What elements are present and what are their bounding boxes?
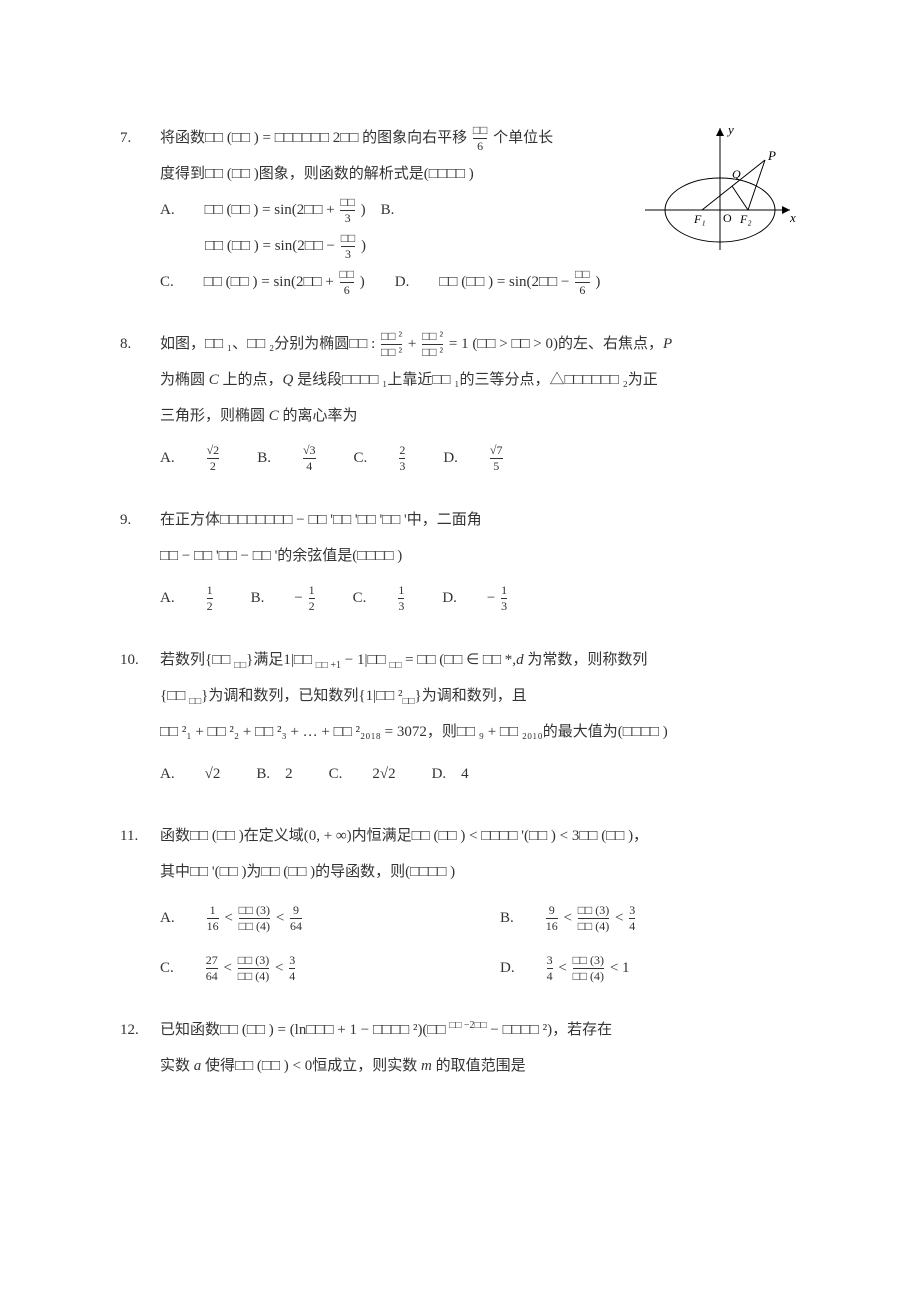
question-line: 函数□□ (□□ )在定义域(0, + ∞)内恒满足□□ (□□ ) < □□□… bbox=[160, 818, 840, 854]
question-line: 为椭圆 C 上的点，Q 是线段□□□□ ₁上靠近□□ ₁的三等分点，△□□□□□… bbox=[160, 362, 840, 398]
question-line: 实数 a 使得□□ (□□ ) < 0恒成立，则实数 m 的取值范围是 bbox=[160, 1048, 840, 1084]
option: C. 2√2 bbox=[329, 756, 396, 792]
ellipse-figure: y x O F₁ F₂ P Q bbox=[640, 120, 800, 260]
question-line: 如图，□□ ₁、□□ ₂分别为椭圆□□ : □□ ²□□ ² + □□ ²□□ … bbox=[160, 326, 840, 362]
question-line: □□ ²₁ + □□ ²₂ + □□ ²₃ + … + □□ ²₂₀₁₈ = 3… bbox=[160, 714, 840, 750]
option: D. √75 bbox=[443, 440, 504, 476]
svg-text:y: y bbox=[726, 122, 734, 137]
question-number: 10. bbox=[120, 642, 160, 678]
option: B. − 12 bbox=[251, 580, 317, 616]
option: B. 916 < □□ (3)□□ (4) < 34 bbox=[500, 900, 840, 936]
question-body: 如图，□□ ₁、□□ ₂分别为椭圆□□ : □□ ²□□ ² + □□ ²□□ … bbox=[160, 326, 840, 476]
option: D. 34 < □□ (3)□□ (4) < 1 bbox=[500, 950, 840, 986]
question-line: {□□ □□}为调和数列，已知数列{1|□□ ²□□}为调和数列，且 bbox=[160, 678, 840, 714]
option: A. √2 bbox=[160, 756, 220, 792]
question-body: 若数列{□□ □□}满足1|□□ □□ +1 − 1|□□ □□ = □□ (□… bbox=[160, 642, 840, 792]
svg-text:Q: Q bbox=[732, 167, 741, 181]
option: A. 116 < □□ (3)□□ (4) < 964 bbox=[160, 900, 500, 936]
option: B. √34 bbox=[257, 440, 317, 476]
option: A. √22 bbox=[160, 440, 221, 476]
question-line: 在正方体□□□□□□□□ − □□ '□□ '□□ '□□ '中，二面角 bbox=[160, 502, 840, 538]
question-number: 11. bbox=[120, 818, 160, 854]
question-line: □□ − □□ '□□ − □□ '的余弦值是(□□□□ ) bbox=[160, 538, 840, 574]
svg-text:P: P bbox=[767, 148, 776, 163]
question-number: 7. bbox=[120, 120, 160, 156]
question-number: 9. bbox=[120, 502, 160, 538]
question-body: 函数□□ (□□ )在定义域(0, + ∞)内恒满足□□ (□□ ) < □□□… bbox=[160, 818, 840, 986]
options-row: A. 12 B. − 12 C. 13 D. − 13 bbox=[160, 580, 840, 616]
svg-text:F₂: F₂ bbox=[739, 212, 752, 226]
question: 8.如图，□□ ₁、□□ ₂分别为椭圆□□ : □□ ²□□ ² + □□ ²□… bbox=[120, 326, 840, 476]
svg-text:F₁: F₁ bbox=[693, 212, 706, 226]
options-row: A. √22 B. √34 C. 23 D. √75 bbox=[160, 440, 840, 476]
question: 12.已知函数□□ (□□ ) = (ln□□□ + 1 − □□□□ ²)(□… bbox=[120, 1012, 840, 1084]
svg-text:x: x bbox=[789, 210, 796, 225]
question-number: 12. bbox=[120, 1012, 160, 1048]
option: D. − 13 bbox=[442, 580, 509, 616]
option: C. 2764 < □□ (3)□□ (4) < 34 bbox=[160, 950, 500, 986]
option: A. 12 bbox=[160, 580, 215, 616]
question-body: 在正方体□□□□□□□□ − □□ '□□ '□□ '□□ '中，二面角□□ −… bbox=[160, 502, 840, 616]
options-row: A. √2 B. 2 C. 2√2 D. 4 bbox=[160, 756, 840, 792]
figure: y x O F₁ F₂ P Q bbox=[640, 120, 800, 265]
options-grid: A. 116 < □□ (3)□□ (4) < 964B. 916 < □□ (… bbox=[160, 900, 840, 986]
option: C. 23 bbox=[354, 440, 408, 476]
option: C. 13 bbox=[353, 580, 407, 616]
question-line: 其中□□ '(□□ )为□□ (□□ )的导函数，则(□□□□ ) bbox=[160, 854, 840, 890]
question: 11.函数□□ (□□ )在定义域(0, + ∞)内恒满足□□ (□□ ) < … bbox=[120, 818, 840, 986]
question-line: 已知函数□□ (□□ ) = (ln□□□ + 1 − □□□□ ²)(□□ □… bbox=[160, 1012, 840, 1048]
question-number: 8. bbox=[120, 326, 160, 362]
option: B. 2 bbox=[256, 756, 292, 792]
question-body: 已知函数□□ (□□ ) = (ln□□□ + 1 − □□□□ ²)(□□ □… bbox=[160, 1012, 840, 1084]
question-line: 若数列{□□ □□}满足1|□□ □□ +1 − 1|□□ □□ = □□ (□… bbox=[160, 642, 840, 678]
option: D. 4 bbox=[432, 756, 469, 792]
question-line: 三角形，则椭圆 C 的离心率为 bbox=[160, 398, 840, 434]
question: 9.在正方体□□□□□□□□ − □□ '□□ '□□ '□□ '中，二面角□□… bbox=[120, 502, 840, 616]
question: y x O F₁ F₂ P Q 7.将函数□□ (□□ ) = □□□□□□ 2… bbox=[120, 120, 840, 300]
option-line: C. □□ (□□ ) = sin(2□□ + □□6 ) D. □□ (□□ … bbox=[160, 264, 840, 300]
svg-text:O: O bbox=[723, 211, 732, 225]
question: 10.若数列{□□ □□}满足1|□□ □□ +1 − 1|□□ □□ = □□… bbox=[120, 642, 840, 792]
